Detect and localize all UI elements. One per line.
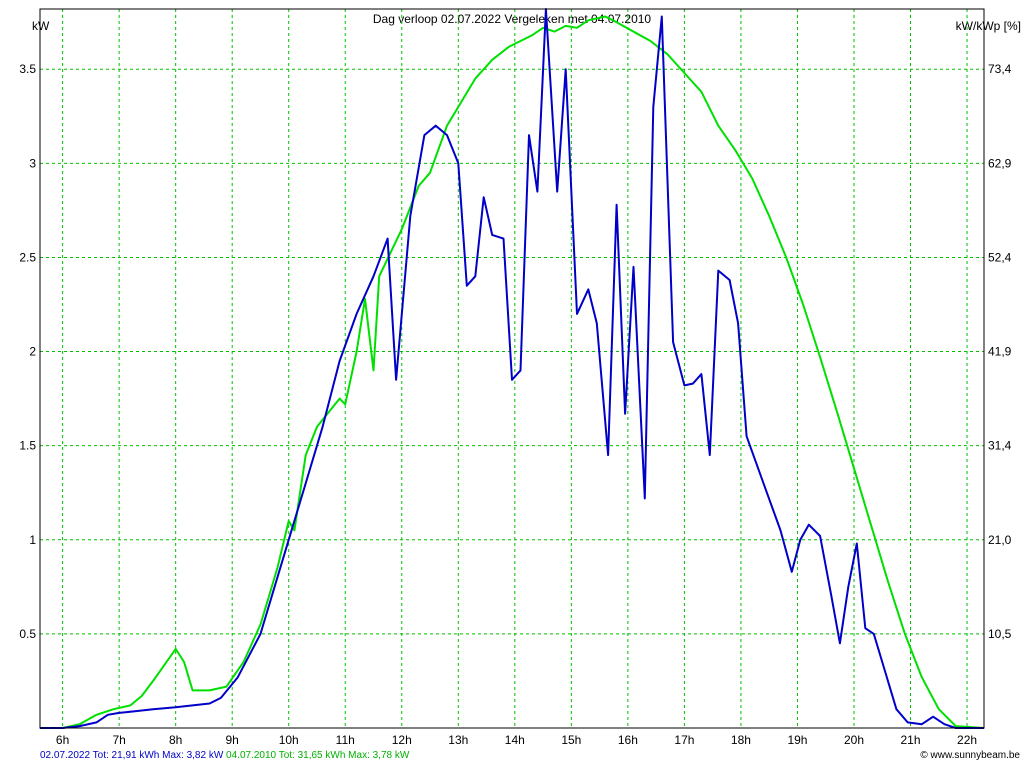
footer-copyright: © www.sunnybeam.be [920, 750, 1020, 761]
x-tick-label: 13h [448, 733, 468, 747]
x-tick-label: 19h [787, 733, 807, 747]
y-axis-label-right: kW/kWp [%] [956, 19, 1021, 33]
y-tick-label-right: 73,4 [988, 62, 1012, 76]
x-tick-label: 17h [674, 733, 694, 747]
y-tick-label-right: 10,5 [988, 627, 1012, 641]
footer-series-2022: 02.07.2022 Tot: 21,91 kWh Max: 3,82 kW [40, 750, 224, 761]
y-tick-label-left: 3 [29, 156, 36, 170]
chart-title: Dag verloop 02.07.2022 Vergeleken met 04… [373, 12, 652, 26]
x-tick-label: 7h [112, 733, 125, 747]
y-tick-label-right: 41,9 [988, 345, 1012, 359]
series-layer [40, 8, 985, 729]
x-tick-label: 11h [336, 733, 355, 747]
footer-left: 02.07.2022 Tot: 21,91 kWh Max: 3,82 kW 0… [40, 750, 409, 761]
y-tick-label-left: 1 [29, 533, 36, 547]
grid [40, 9, 984, 728]
x-tick-label: 21h [900, 733, 920, 747]
series-line-2010 [40, 15, 985, 729]
y-tick-label-left: 2 [29, 345, 36, 359]
series-line-2022 [40, 8, 984, 729]
x-tick-label: 15h [561, 733, 581, 747]
y-tick-label-left: 1.5 [19, 439, 36, 453]
y-axis-label-left: kW [32, 19, 50, 33]
x-tick-label: 10h [279, 733, 299, 747]
axis-ticks: 6h 7h 8h 9h 10h 11h 12h 13h 14h 15h 16h 17h 18h 19h 20… [19, 62, 1011, 747]
x-tick-label: 6h [56, 733, 69, 747]
x-tick-label: 22h [957, 733, 977, 747]
x-tick-label: 9h [226, 733, 239, 747]
x-tick-label: 16h [618, 733, 638, 747]
y-tick-label-right: 31,4 [988, 439, 1012, 453]
x-tick-label: 20h [844, 733, 864, 747]
y-tick-label-left: 3.5 [19, 62, 36, 76]
y-tick-label-left: 2.5 [19, 250, 36, 264]
plot-frame [39, 8, 985, 729]
y-tick-label-left: 0.5 [19, 627, 36, 641]
footer-series-2010: 04.07.2010 Tot: 31,65 kWh Max: 3,78 kW [226, 750, 410, 761]
x-tick-label: 12h [392, 733, 412, 747]
y-tick-label-right: 52,4 [988, 250, 1012, 264]
x-tick-label: 18h [731, 733, 751, 747]
y-tick-label-right: 21,0 [988, 533, 1012, 547]
x-tick-label: 8h [169, 733, 182, 747]
y-tick-label-right: 62,9 [988, 156, 1012, 170]
x-tick-label: 14h [505, 733, 525, 747]
